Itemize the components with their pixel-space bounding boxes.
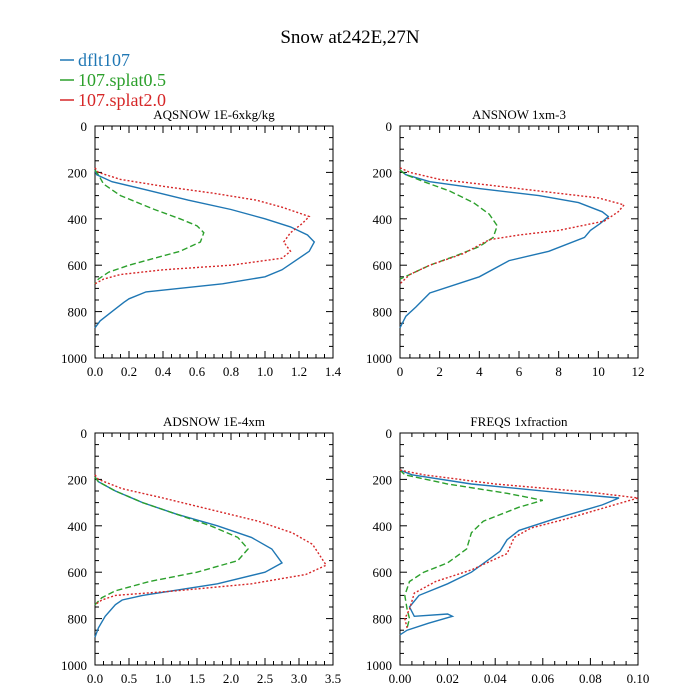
panel-1: AQSNOW 1E-6xkg/kg 0.0 0.2 0.4 0.6 0.8 1.0 1.2 1.…	[61, 107, 342, 379]
y-tick-label: 200	[68, 165, 88, 180]
series-line-107.splat0.5	[94, 169, 205, 285]
panel-title: AQSNOW 1E-6xkg/kg	[153, 107, 275, 122]
y-tick-label: 0	[386, 119, 393, 134]
x-tick-label: 0.02	[436, 671, 459, 686]
series-line-107.splat0.5	[399, 469, 543, 629]
x-tick-label: 0.06	[531, 671, 554, 686]
y-tick-label: 0	[386, 426, 393, 441]
x-tick-label: 0	[397, 364, 404, 379]
x-tick-label: 0.0	[87, 364, 103, 379]
plot-frame	[399, 125, 639, 359]
panel-title: FREQS 1xfraction	[470, 414, 568, 429]
y-tick-label: 400	[373, 212, 393, 227]
x-tick-label: 6	[516, 364, 523, 379]
x-tick-label: 0.8	[223, 364, 239, 379]
series-line-dflt107	[399, 169, 610, 329]
series-line-107.splat0.5	[399, 169, 498, 280]
legend-label-dflt107: dflt107	[78, 50, 130, 70]
x-tick-label: 0.4	[155, 364, 172, 379]
y-tick-label: 1000	[366, 658, 392, 673]
y-tick-label: 800	[373, 612, 393, 627]
y-tick-label: 0	[81, 119, 88, 134]
x-tick-label: 2.5	[257, 671, 273, 686]
x-tick-label: 0.2	[121, 364, 137, 379]
panel-3: ADSNOW 1E-4xm 0.0 0.5 1.0 1.5 2.0 2.5 3.0 3.5 0 20…	[61, 414, 341, 686]
x-tick-label: 2.0	[223, 671, 239, 686]
plot-frame	[94, 432, 334, 666]
panel-title: ANSNOW 1xm-3	[472, 107, 566, 122]
y-tick-label: 200	[373, 472, 393, 487]
plot-frame	[94, 125, 334, 359]
x-tick-label: 0.10	[627, 671, 650, 686]
y-tick-label: 0	[81, 426, 88, 441]
legend-label-splat0.5: 107.splat0.5	[78, 70, 166, 90]
x-tick-label: 10	[592, 364, 605, 379]
series-line-107.splat2.0	[94, 474, 328, 606]
y-tick-label: 800	[68, 612, 88, 627]
series-line-107.splat2.0	[94, 167, 311, 285]
y-tick-label: 1000	[61, 351, 87, 366]
x-tick-label: 1.0	[257, 364, 273, 379]
x-tick-label: 1.2	[291, 364, 307, 379]
panel-4: FREQS 1xfraction 0.00 0.02 0.04 0.06 0.08 0.10…	[366, 414, 649, 686]
x-tick-label: 1.4	[325, 364, 342, 379]
panels: AQSNOW 1E-6xkg/kg 0.0 0.2 0.4 0.6 0.8 1.0 1.2 1.…	[61, 107, 649, 686]
y-tick-label: 200	[68, 472, 88, 487]
y-tick-label: 200	[373, 165, 393, 180]
x-tick-label: 8	[555, 364, 562, 379]
legend: dflt107 107.splat0.5 107.splat2.0	[60, 50, 166, 110]
y-tick-label: 800	[68, 305, 88, 320]
y-tick-label: 1000	[366, 351, 392, 366]
legend-label-splat2.0: 107.splat2.0	[78, 90, 166, 110]
x-tick-label: 0.08	[579, 671, 602, 686]
x-tick-label: 3.0	[291, 671, 307, 686]
x-tick-label: 0.04	[484, 671, 507, 686]
x-tick-label: 0.0	[87, 671, 103, 686]
series-line-107.splat0.5	[94, 476, 249, 606]
x-tick-label: 0.5	[121, 671, 137, 686]
x-tick-label: 1.5	[189, 671, 205, 686]
y-tick-label: 800	[373, 305, 393, 320]
y-tick-label: 400	[68, 519, 88, 534]
panel-2: ANSNOW 1xm-3 0 2 4 6 8 10 12 0 200 400 600 800 1000	[366, 107, 645, 379]
x-tick-label: 1.0	[155, 671, 171, 686]
x-tick-label: 12	[632, 364, 645, 379]
y-tick-label: 600	[68, 258, 88, 273]
x-tick-label: 0.00	[389, 671, 412, 686]
series-line-dflt107	[399, 469, 620, 636]
series-line-107.splat2.0	[399, 167, 626, 285]
y-tick-label: 600	[373, 258, 393, 273]
y-tick-label: 600	[68, 565, 88, 580]
figure-title: Snow at242E,27N	[280, 27, 420, 48]
x-tick-label: 4	[476, 364, 483, 379]
x-tick-label: 0.6	[189, 364, 206, 379]
panel-title: ADSNOW 1E-4xm	[163, 414, 265, 429]
y-tick-label: 400	[373, 519, 393, 534]
x-tick-label: 3.5	[325, 671, 341, 686]
series-line-dflt107	[94, 169, 316, 329]
series-line-107.splat2.0	[399, 469, 639, 629]
y-tick-label: 1000	[61, 658, 87, 673]
x-tick-label: 2	[436, 364, 443, 379]
y-tick-label: 600	[373, 565, 393, 580]
y-tick-label: 400	[68, 212, 88, 227]
plot-frame	[399, 432, 639, 666]
series-line-dflt107	[94, 476, 284, 638]
